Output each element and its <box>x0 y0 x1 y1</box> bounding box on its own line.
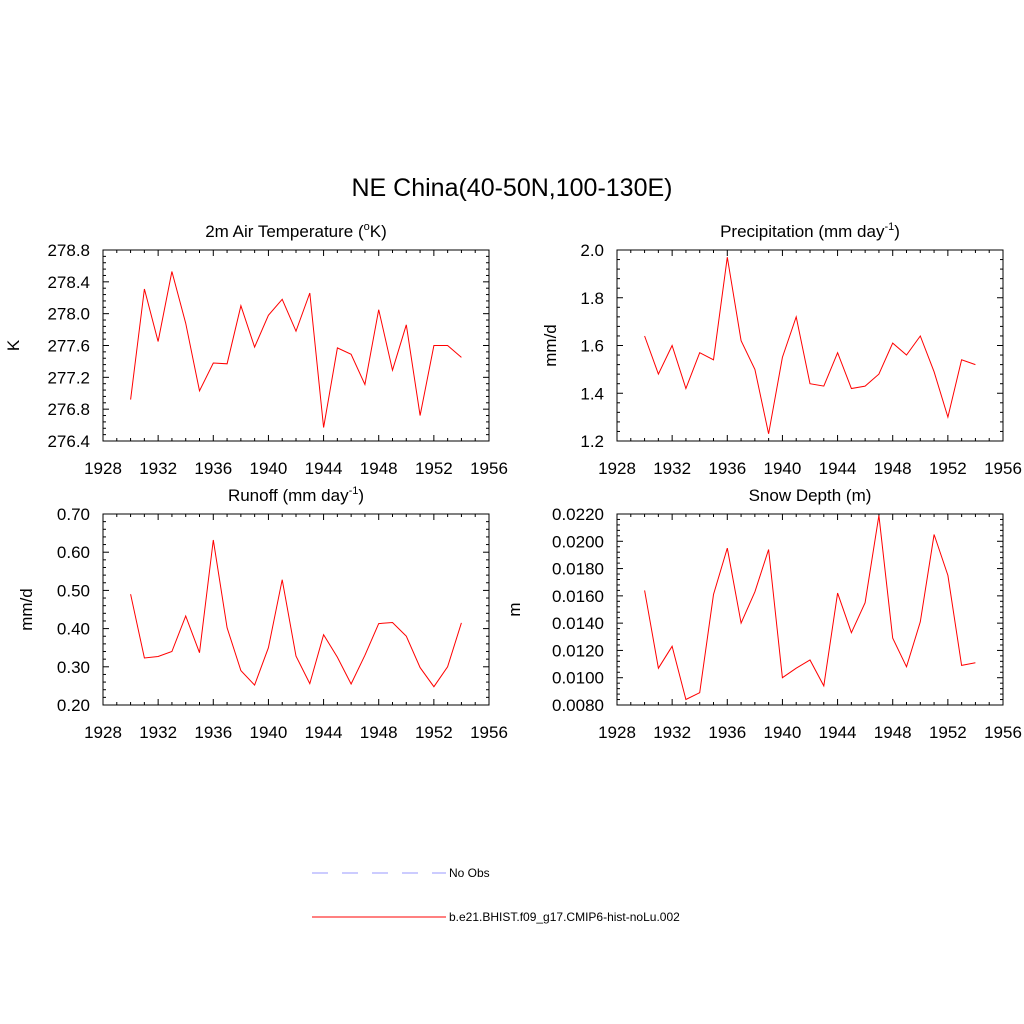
x-tick-label: 1956 <box>984 723 1022 742</box>
x-tick-label: 1956 <box>470 459 508 478</box>
panel-title-sup: o <box>364 221 370 233</box>
y-tick-label: 0.0120 <box>552 641 604 660</box>
x-tick-label: 1952 <box>415 723 453 742</box>
y-axis-label: K <box>4 339 23 351</box>
figure-title: NE China(40-50N,100-130E) <box>351 174 672 202</box>
x-tick-label: 1948 <box>874 723 912 742</box>
y-tick-label: 1.4 <box>580 384 604 403</box>
panel-title: 2m Air Temperature (oK) <box>205 221 387 241</box>
x-tick-label: 1936 <box>194 459 232 478</box>
y-tick-label: 276.8 <box>47 400 90 419</box>
y-tick-label: 0.0160 <box>552 587 604 606</box>
legend-label-1: No Obs <box>449 866 490 880</box>
panel-title-suffix: ) <box>358 486 364 505</box>
y-tick-label: 0.70 <box>57 505 90 524</box>
x-tick-label: 1940 <box>250 459 288 478</box>
x-tick-label: 1948 <box>874 459 912 478</box>
plot-frame <box>102 513 490 706</box>
y-tick-label: 278.8 <box>47 241 90 260</box>
x-tick-label: 1944 <box>305 723 343 742</box>
legend: No Obs b.e21.BHIST.f09_g17.CMIP6-hist-noL… <box>312 866 680 924</box>
panel-title-main: Snow Depth (m) <box>749 486 872 505</box>
y-tick-label: 2.0 <box>580 241 604 260</box>
x-tick-label: 1932 <box>139 723 177 742</box>
x-tick-label: 1944 <box>819 723 857 742</box>
panel-1: 2m Air Temperature (oK) 1928 1932 1936 1940 1… <box>4 221 508 478</box>
panel-title-main: 2m Air Temperature ( <box>205 222 364 241</box>
panel-2: Precipitation (mm day-1) 1928 1932 1936 1940… <box>541 221 1022 478</box>
panel-3: Runoff (mm day-1) 1928 1932 1936 1940 1944 194… <box>17 485 508 742</box>
series-line <box>130 271 462 428</box>
x-tick-label: 1936 <box>708 723 746 742</box>
legend-label-2: b.e21.BHIST.f09_g17.CMIP6-hist-noLu.002 <box>449 910 680 924</box>
panel-title-suffix: K) <box>370 222 387 241</box>
panel-title: Snow Depth (m) <box>749 486 872 505</box>
y-axis-label: mm/d <box>17 588 36 631</box>
series-line <box>644 515 976 701</box>
plot-frame <box>616 249 1004 442</box>
y-tick-label: 0.50 <box>57 581 90 600</box>
panel-title-sup: -1 <box>884 221 894 233</box>
x-tick-label: 1928 <box>84 723 122 742</box>
y-tick-label: 0.0220 <box>552 505 604 524</box>
x-tick-label: 1936 <box>708 459 746 478</box>
x-tick-label: 1944 <box>305 459 343 478</box>
y-tick-label: 1.8 <box>580 289 604 308</box>
x-tick-label: 1932 <box>653 459 691 478</box>
panel-title: Precipitation (mm day-1) <box>720 221 900 241</box>
x-tick-label: 1952 <box>415 459 453 478</box>
x-tick-label: 1940 <box>250 723 288 742</box>
x-tick-label: 1948 <box>360 723 398 742</box>
y-tick-label: 0.30 <box>57 658 90 677</box>
x-tick-label: 1928 <box>84 459 122 478</box>
y-tick-label: 278.0 <box>47 305 90 324</box>
panel-title: Runoff (mm day-1) <box>228 485 364 505</box>
x-tick-label: 1940 <box>764 459 802 478</box>
x-tick-label: 1932 <box>139 459 177 478</box>
series-line <box>130 539 462 688</box>
y-tick-label: 0.0180 <box>552 560 604 579</box>
panel-title-sup: -1 <box>349 485 359 497</box>
y-tick-label: 277.6 <box>47 337 90 356</box>
panel-4: Snow Depth (m) 1928 1932 1936 1940 1944 1948 19… <box>505 486 1022 742</box>
x-tick-label: 1952 <box>929 459 967 478</box>
y-tick-label: 278.4 <box>47 273 90 292</box>
y-tick-label: 0.0200 <box>552 532 604 551</box>
x-tick-label: 1928 <box>598 459 636 478</box>
x-tick-label: 1944 <box>819 459 857 478</box>
y-axis-label: mm/d <box>541 324 560 367</box>
panel-title-main: Runoff (mm day <box>228 486 349 505</box>
y-tick-label: 276.4 <box>47 432 90 451</box>
x-tick-label: 1952 <box>929 723 967 742</box>
y-tick-label: 0.60 <box>57 543 90 562</box>
x-tick-label: 1932 <box>653 723 691 742</box>
y-tick-label: 0.0080 <box>552 696 604 715</box>
panel-title-main: Precipitation (mm day <box>720 222 885 241</box>
x-tick-label: 1936 <box>194 723 232 742</box>
y-tick-label: 0.20 <box>57 696 90 715</box>
y-tick-label: 0.0140 <box>552 614 604 633</box>
x-tick-label: 1940 <box>764 723 802 742</box>
y-tick-label: 0.0100 <box>552 669 604 688</box>
panel-title-suffix: ) <box>894 222 900 241</box>
series-line <box>644 257 976 434</box>
y-tick-label: 0.40 <box>57 620 90 639</box>
y-tick-label: 277.2 <box>47 368 90 387</box>
plot-frame <box>616 513 1004 706</box>
plot-frame <box>102 249 490 442</box>
panels: 2m Air Temperature (oK)1928 1932 1936 1940 1… <box>4 221 1022 742</box>
x-tick-label: 1928 <box>598 723 636 742</box>
y-tick-label: 1.2 <box>580 432 604 451</box>
x-tick-label: 1948 <box>360 459 398 478</box>
y-tick-label: 1.6 <box>580 337 604 356</box>
x-tick-label: 1956 <box>470 723 508 742</box>
x-tick-label: 1956 <box>984 459 1022 478</box>
y-axis-label: m <box>505 602 524 616</box>
